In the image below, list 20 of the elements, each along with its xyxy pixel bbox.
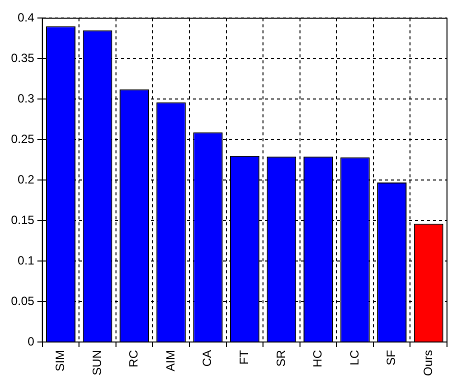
x-tick-label: RC — [126, 350, 141, 368]
y-tick-label: 0.3 — [18, 91, 35, 106]
x-tick-label: SR — [274, 350, 288, 367]
y-tick-label: 0.1 — [18, 253, 35, 268]
x-tick-label: CA — [200, 350, 214, 367]
x-tick-label: LC — [347, 350, 362, 366]
y-tick-label: 0.15 — [10, 212, 35, 227]
y-tick-label: 0.4 — [18, 10, 35, 25]
x-tick-label: Ours — [420, 350, 435, 376]
x-tick-label: SF — [384, 350, 398, 366]
y-tick-label: 0 — [28, 334, 35, 348]
y-tick-label: 0.05 — [10, 294, 35, 308]
x-tick-label: FT — [236, 349, 251, 365]
x-tick-label: HC — [310, 350, 325, 368]
y-tick-label: 0.2 — [18, 172, 35, 186]
y-tick-label: 0.25 — [10, 132, 35, 146]
y-tick-label: 0.35 — [10, 50, 35, 65]
x-tick-label: SIM — [53, 350, 68, 372]
x-tick-label: AIM — [163, 350, 178, 372]
x-tick-label: SUN — [90, 350, 104, 376]
